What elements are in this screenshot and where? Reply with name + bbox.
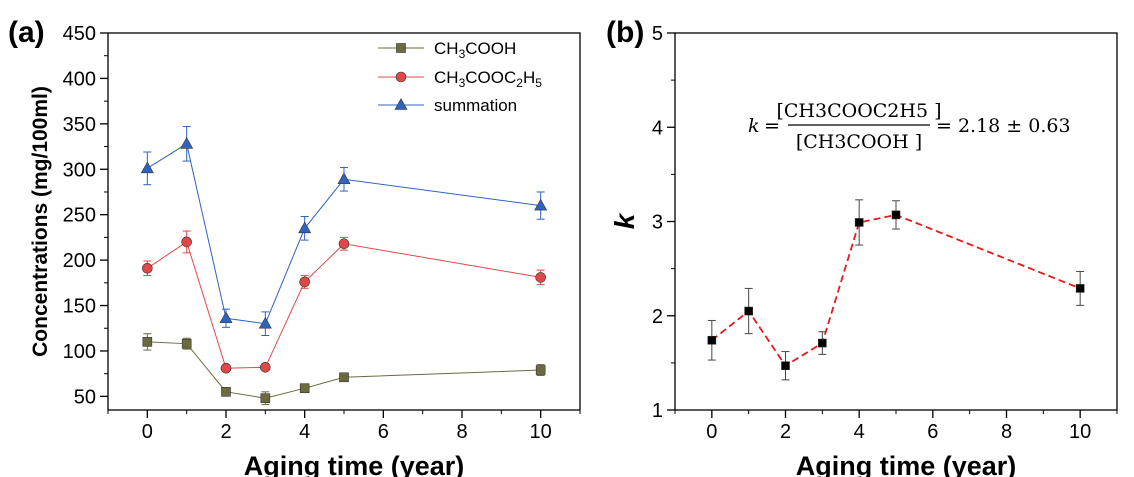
data-point [298, 221, 312, 234]
x-tick-label: 0 [706, 421, 717, 443]
y-tick-label: 100 [63, 341, 96, 363]
legend-marker [395, 71, 407, 83]
y-tick-label: 5 [652, 23, 663, 45]
data-point [854, 218, 864, 227]
equation-k: k [748, 115, 760, 137]
panel-a: 0 2 4 6 8 10 50 100 150 200 250 300 350 400 450 Aging t… [8, 16, 581, 477]
panel-label-b: (b) [606, 16, 644, 49]
x-tick-label: 0 [142, 421, 153, 443]
legend-label-part: CH [434, 68, 459, 87]
data-point [744, 306, 753, 316]
x-tick-label: 6 [378, 421, 389, 443]
data-point [891, 210, 901, 220]
x-tick-label: 10 [1069, 421, 1091, 443]
y-tick-label: 2 [652, 306, 663, 328]
data-point [339, 372, 349, 383]
equation-numerator: [CH3COOC2H5 ] [776, 100, 941, 122]
series-line-0 [147, 341, 541, 399]
plot-frame [107, 32, 581, 411]
equation-value: = 2.18 ± 0.63 [936, 115, 1071, 137]
y-tick-label: 50 [74, 386, 96, 408]
y-tick-label: 1 [652, 400, 663, 422]
data-point [181, 236, 192, 248]
x-tick-label: 10 [530, 421, 552, 443]
y-tick-label: 200 [63, 250, 96, 272]
x-tick-label: 6 [927, 421, 938, 443]
x-tick-label: 8 [1001, 421, 1012, 443]
x-tick-label: 8 [456, 421, 467, 443]
equation-denominator: [CH3COOH ] [796, 131, 922, 153]
data-point [181, 338, 192, 349]
x-tick-label: 4 [854, 421, 865, 443]
x-tick-label: 2 [220, 421, 231, 443]
equation-annotation: k =[CH3COOC2H5 ] [CH3COOH ] = 2.18 ± 0.63 [748, 100, 1071, 153]
legend-label-part: 5 [535, 76, 542, 90]
data-point [260, 362, 271, 373]
legend-label-part: CH [434, 39, 459, 58]
x-tick-label: 2 [780, 421, 791, 443]
data-point [535, 365, 546, 375]
data-point [781, 361, 790, 371]
legend-label-part: 2 [516, 76, 523, 90]
data-point [299, 276, 310, 288]
y-tick-label: 300 [63, 159, 96, 181]
legend-label-part: summation [434, 96, 517, 115]
legend-marker [396, 43, 406, 53]
y-tick-label: 250 [63, 205, 96, 227]
data-point [535, 272, 546, 283]
data-point [818, 338, 827, 348]
x-axis-label: Aging time (year) [796, 451, 1017, 477]
data-point [299, 383, 310, 393]
y-tick-label: 350 [63, 114, 96, 136]
x-tick-label: 4 [299, 421, 310, 443]
series-line-k [711, 213, 1081, 367]
data-point [142, 337, 153, 347]
data-point [260, 393, 271, 403]
legend-label-part: 3 [459, 76, 466, 90]
x-axis-label: Aging time (year) [244, 451, 465, 477]
data-point [221, 387, 231, 397]
equation-equals: = [764, 115, 780, 137]
data-point [219, 311, 233, 324]
data-point [707, 335, 717, 345]
y-tick-label: 150 [63, 296, 96, 318]
data-point [220, 362, 232, 374]
data-point [140, 161, 154, 174]
y-tick-label: 450 [63, 23, 96, 45]
data-point [337, 172, 351, 185]
legend-label: CH3COOC2H5 [434, 68, 542, 90]
data-point [1075, 284, 1085, 293]
legend-label: CH3COOH [434, 39, 516, 61]
series-line-1 [147, 241, 541, 369]
legend-label-part: COOH [465, 39, 516, 58]
legend-label-part: H [523, 68, 535, 87]
data-point [534, 198, 548, 211]
y-axis-label: Concentrations (mg/100ml) [29, 86, 52, 357]
data-point [142, 262, 153, 274]
data-point [338, 238, 350, 250]
y-tick-label: 400 [63, 68, 96, 90]
y-tick-label: 4 [652, 117, 663, 139]
y-tick-label: 3 [652, 212, 663, 234]
legend-marker [394, 98, 408, 110]
y-axis-label: k [609, 212, 640, 229]
legend-label-part: COOC [465, 68, 516, 87]
data-point [258, 316, 272, 329]
legend-label-part: 3 [459, 47, 466, 61]
legend-label: summation [434, 96, 517, 115]
data-point [180, 137, 194, 149]
panel-label-a: (a) [8, 16, 45, 49]
